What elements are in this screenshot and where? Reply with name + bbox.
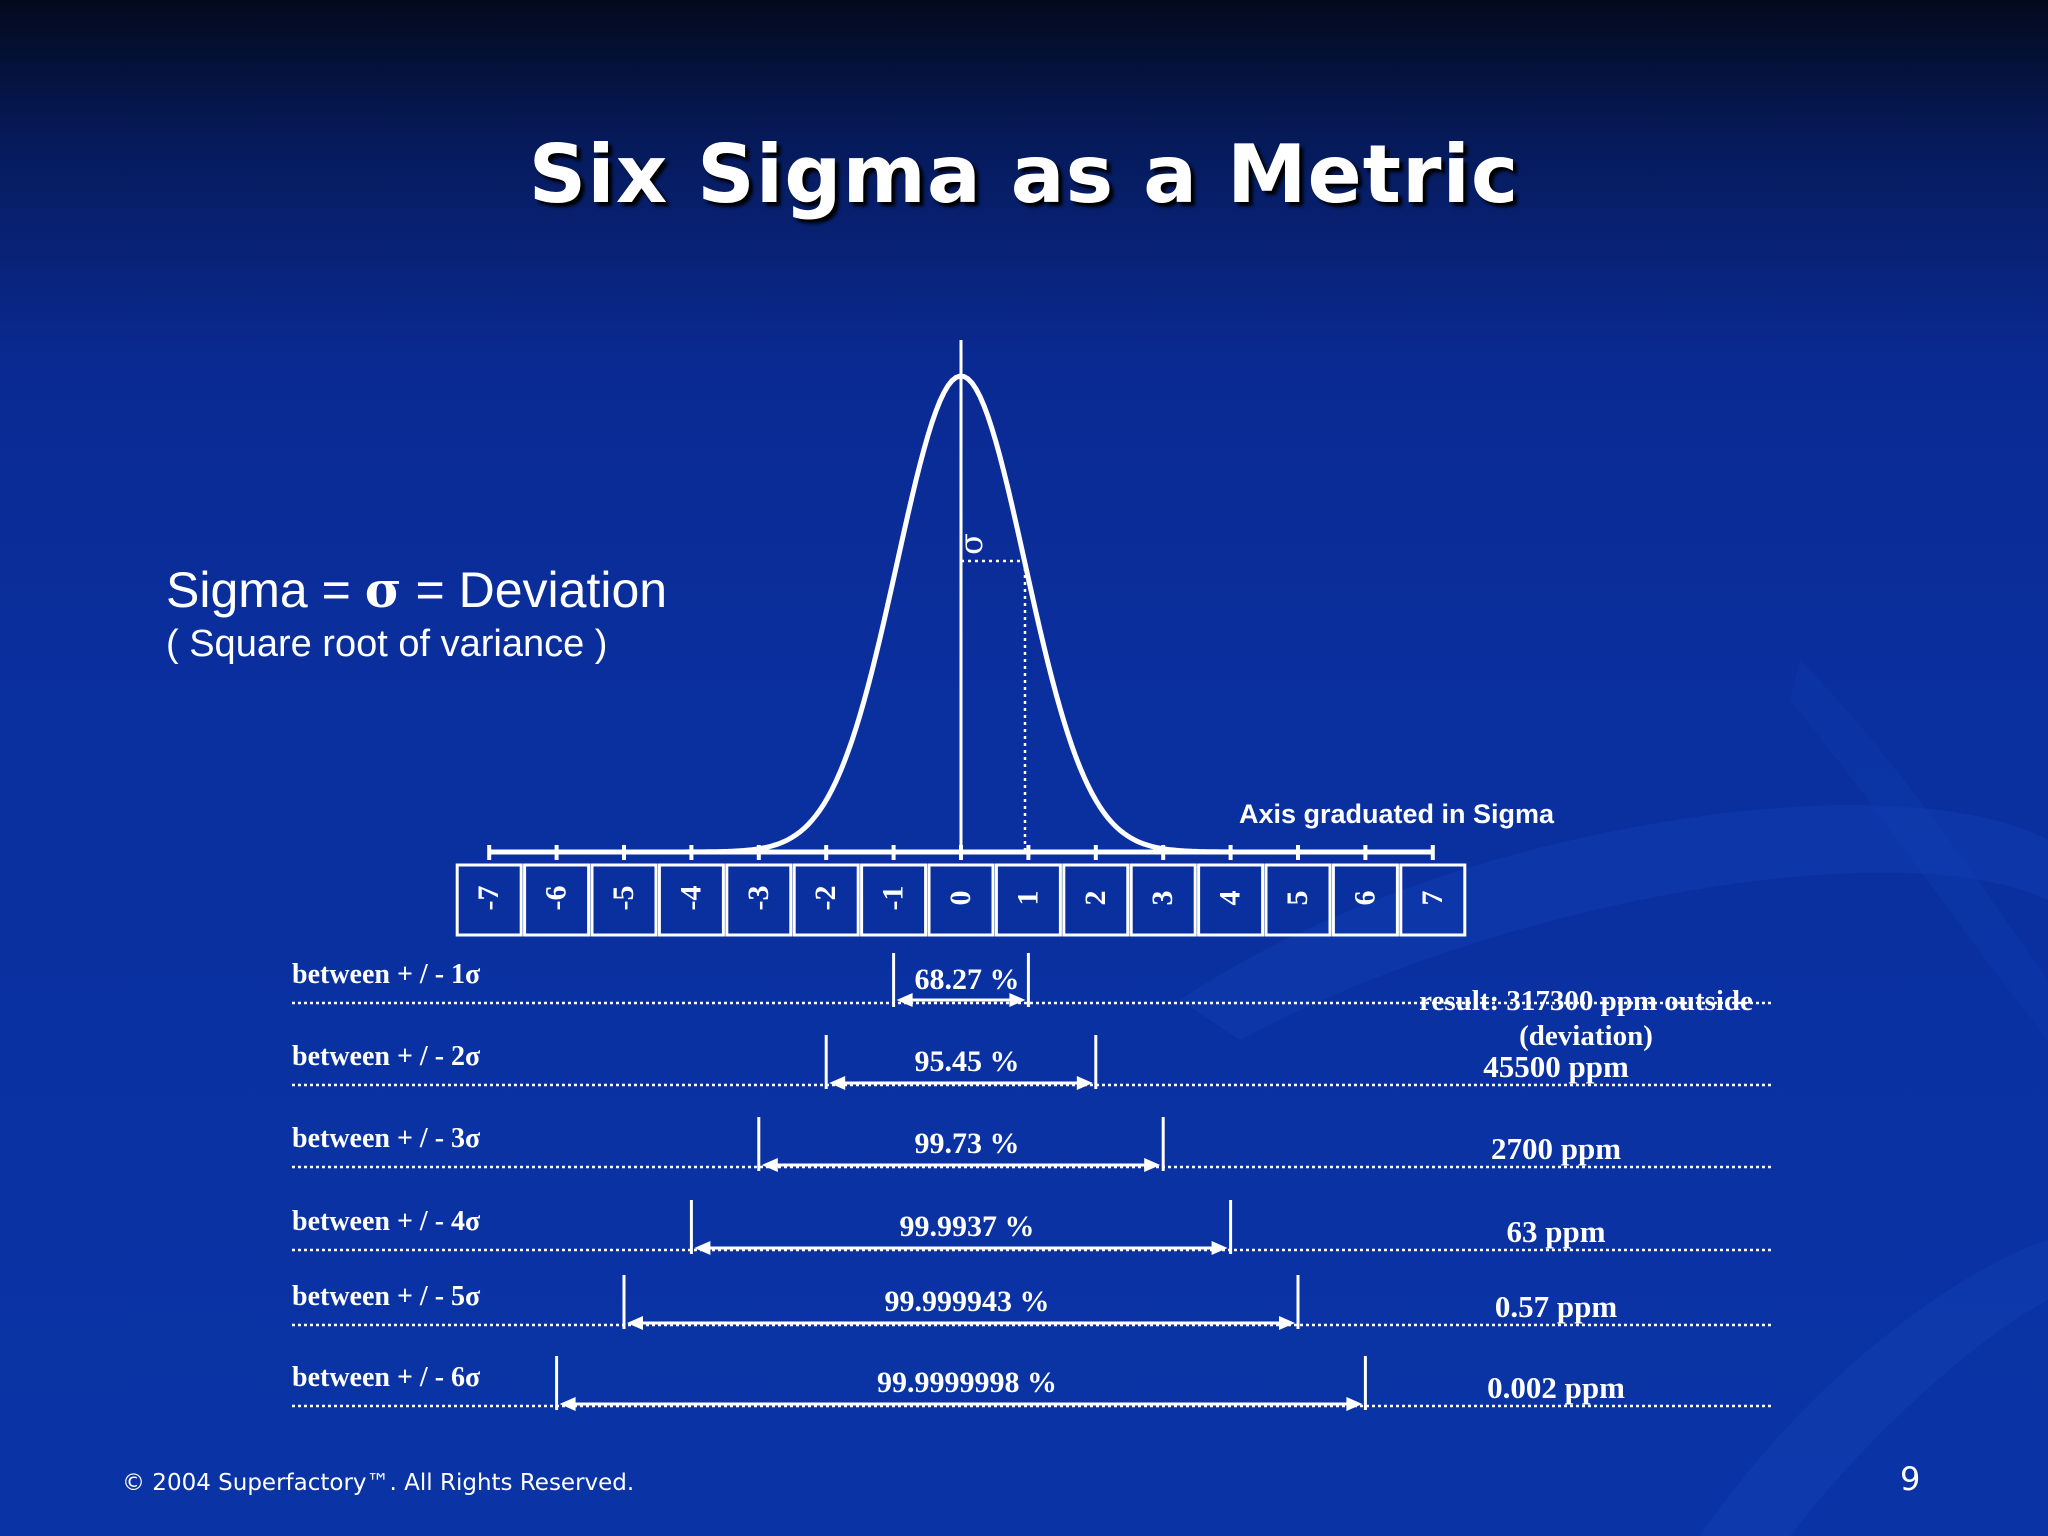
range-arrowhead-left: [627, 1316, 643, 1330]
axis-label: -6: [540, 886, 573, 911]
range-arrowhead-left: [761, 1158, 778, 1172]
axis-label-box: [1062, 863, 1130, 937]
axis-label: 2: [1079, 891, 1112, 906]
copyright-footer: © 2004 Superfactory™. All Rights Reserve…: [122, 1470, 635, 1496]
axis-label: -2: [809, 886, 842, 911]
definition-note: ( Square root of variance ): [166, 623, 608, 665]
row-result: result: 317300 ppm outside: [1419, 985, 1753, 1017]
axis-label: 5: [1281, 891, 1314, 906]
axis-label: 4: [1214, 891, 1247, 906]
range-arrowhead-left: [694, 1241, 711, 1255]
definition-term: Sigma =: [166, 562, 351, 618]
range-arrowhead-right: [1076, 1076, 1093, 1090]
axis-ticks: [487, 845, 1435, 860]
row-percent: 95.45 %: [915, 1045, 1020, 1078]
range-arrowhead-left: [896, 993, 913, 1007]
range-row: between + / - 4σ 99.9937 % 63 ppm: [292, 1200, 1772, 1255]
range-arrowhead-right: [1279, 1316, 1295, 1330]
page-number: 9: [1900, 1460, 1921, 1498]
axis-label: -7: [472, 886, 505, 911]
row-result: 0.57 ppm: [1495, 1289, 1617, 1324]
row-label: between + / - 3σ: [292, 1123, 481, 1154]
row-percent: 68.27 %: [915, 963, 1020, 996]
axis-label-box: [792, 863, 860, 937]
axis-label: 3: [1146, 891, 1179, 906]
axis-label: -3: [742, 886, 775, 911]
row-percent: 99.999943 %: [885, 1285, 1050, 1318]
axis-label-box: [994, 863, 1062, 937]
row-result: 0.002 ppm: [1487, 1370, 1625, 1405]
sigma-definition-line: Sigma = σ = Deviation: [166, 560, 667, 620]
row-result: 45500 ppm: [1483, 1049, 1629, 1084]
range-row: between + / - 6σ 99.9999998 % 0.002 ppm: [292, 1356, 1772, 1411]
range-rows: between + / - 1σ 68.27 % result: 317300 pp…: [292, 953, 1772, 1411]
definition-meaning: = Deviation: [415, 562, 668, 618]
axis-label-box: [1331, 863, 1399, 937]
axis-label-boxes: -7 -6 -5 -4 -3 -2 -1 0 1 2 3 4 5 6 7: [455, 863, 1467, 937]
axis-label-box: [860, 863, 928, 937]
row-result-note: (deviation): [1519, 1020, 1653, 1052]
axis-label-box: [657, 863, 725, 937]
axis-label-box: [1264, 863, 1332, 937]
range-row: between + / - 3σ 99.73 % 2700 ppm: [292, 1117, 1772, 1172]
axis-caption: Axis graduated in Sigma: [1239, 799, 1555, 829]
row-result: 63 ppm: [1506, 1214, 1605, 1249]
axis-label-box: [590, 863, 658, 937]
axis-label: 7: [1416, 891, 1449, 906]
row-label: between + / - 5σ: [292, 1281, 481, 1312]
axis-label: 0: [944, 891, 977, 906]
range-arrowhead-right: [1009, 993, 1026, 1007]
row-percent: 99.73 %: [915, 1127, 1020, 1160]
sigma-marker-label: σ: [952, 533, 990, 555]
row-label: between + / - 1σ: [292, 959, 481, 990]
axis-label: -5: [607, 886, 640, 911]
axis-label: -1: [877, 886, 910, 911]
axis-label-box: [523, 863, 591, 937]
range-arrowhead-left: [559, 1397, 576, 1411]
range-arrowhead-right: [1144, 1158, 1161, 1172]
axis-label-box: [1197, 863, 1265, 937]
slide-title: Six Sigma as a Metric: [528, 128, 1520, 221]
row-label: between + / - 2σ: [292, 1041, 481, 1072]
sigma-definition: Sigma = σ = Deviation ( Square root of v…: [166, 560, 667, 668]
axis-label-box: [927, 863, 995, 937]
axis-label-box: [455, 863, 523, 937]
range-row: between + / - 2σ 95.45 % 45500 ppm: [292, 1035, 1772, 1090]
range-arrowhead-left: [829, 1076, 846, 1090]
row-result: 2700 ppm: [1491, 1131, 1621, 1166]
row-label: between + / - 6σ: [292, 1362, 481, 1393]
row-label: between + / - 4σ: [292, 1206, 481, 1237]
axis-label: -4: [674, 886, 707, 911]
axis-label-box: [1399, 863, 1467, 937]
range-row: between + / - 5σ 99.999943 % 0.57 ppm: [292, 1275, 1772, 1330]
axis-label-box: [1129, 863, 1197, 937]
range-row: between + / - 1σ 68.27 % result: 317300 pp…: [292, 953, 1772, 1052]
row-percent: 99.9999998 %: [877, 1366, 1057, 1399]
row-percent: 99.9937 %: [900, 1210, 1035, 1243]
axis-label-box: [725, 863, 793, 937]
sigma-symbol: σ: [364, 560, 402, 619]
range-arrowhead-right: [1211, 1241, 1228, 1255]
axis-label: 6: [1348, 891, 1381, 906]
axis-label: 1: [1011, 891, 1044, 906]
range-arrowhead-right: [1346, 1397, 1363, 1411]
